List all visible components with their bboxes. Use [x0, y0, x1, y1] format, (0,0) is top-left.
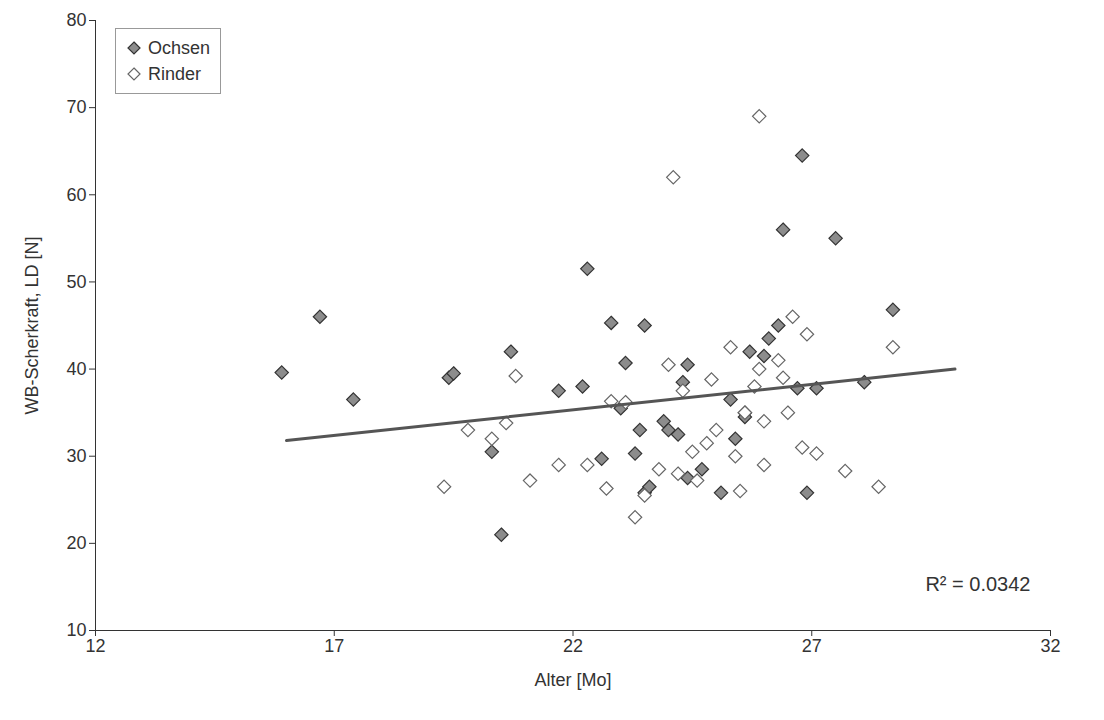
svg-text:50: 50: [66, 272, 86, 292]
svg-text:12: 12: [85, 636, 105, 656]
svg-text:80: 80: [66, 10, 86, 30]
svg-text:27: 27: [802, 636, 822, 656]
svg-text:10: 10: [66, 620, 86, 640]
html-text:Rinder: Rinder: [148, 64, 201, 84]
svg-text:Alter [Mo]: Alter [Mo]: [534, 670, 611, 690]
svg-text:20: 20: [66, 533, 86, 553]
svg-text:17: 17: [324, 636, 344, 656]
html-text:Ochsen: Ochsen: [148, 38, 210, 58]
svg-text:30: 30: [66, 446, 86, 466]
svg-text:70: 70: [66, 97, 86, 117]
svg-text:22: 22: [563, 636, 583, 656]
svg-text:R² = 0.0342: R² = 0.0342: [925, 573, 1030, 595]
svg-text:60: 60: [66, 185, 86, 205]
svg-text:40: 40: [66, 359, 86, 379]
svg-text:32: 32: [1040, 636, 1060, 656]
svg-text:WB-Scherkraft, LD [N]: WB-Scherkraft, LD [N]: [22, 236, 42, 414]
